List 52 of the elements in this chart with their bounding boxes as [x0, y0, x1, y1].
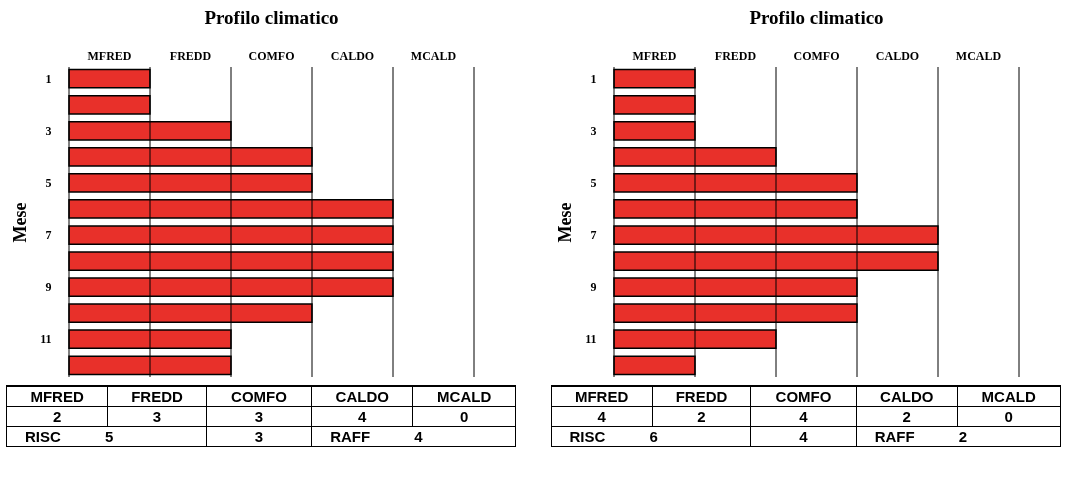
text: MCALD	[412, 386, 516, 407]
y-tick-label: 7	[45, 228, 52, 243]
text: 4	[311, 406, 413, 427]
text: FREDD	[652, 386, 751, 407]
text: RAFF 2	[856, 426, 1060, 447]
y-tick-label: 5	[590, 175, 596, 190]
y-tick-label: 1	[590, 71, 596, 86]
y-tick-label: 1	[45, 71, 52, 86]
text: MFRED	[87, 49, 132, 63]
text: RISC 5	[6, 426, 207, 447]
text: 0	[957, 406, 1060, 427]
y-tick-label: 11	[40, 332, 52, 347]
text: 2	[6, 406, 108, 427]
text: CALDO	[856, 386, 958, 407]
y-tick-label: 9	[45, 280, 52, 295]
text: 3	[107, 406, 207, 427]
text: CALDO	[875, 49, 919, 63]
text: CALDO	[311, 386, 413, 407]
text: MCALD	[957, 386, 1060, 407]
chart-title: Profilo climatico	[204, 7, 339, 28]
y-tick-label: 7	[590, 228, 596, 243]
text: 4	[750, 426, 857, 447]
text: MCALD	[410, 49, 457, 63]
text: COMFO	[750, 386, 857, 407]
text: COMFO	[206, 386, 312, 407]
y-tick-label: 11	[584, 332, 596, 347]
y-axis-title: Mese	[554, 202, 575, 243]
text: 3	[206, 426, 312, 447]
text: 4	[750, 406, 857, 427]
text: FREDD	[714, 49, 756, 63]
text: CALDO	[330, 49, 375, 63]
text: 0	[412, 406, 516, 427]
text: MFRED	[6, 386, 108, 407]
text: MCALD	[955, 49, 1001, 63]
text: 2	[652, 406, 751, 427]
y-axis-title: Mese	[10, 202, 31, 243]
text: COMFO	[248, 49, 295, 63]
text: 2	[856, 406, 958, 427]
y-tick-label: 3	[45, 123, 52, 138]
text: RISC 6	[551, 426, 751, 447]
y-tick-label: 5	[45, 175, 52, 190]
text: 3	[206, 406, 312, 427]
text: 4	[551, 406, 653, 427]
text: RAFF 4	[311, 426, 516, 447]
text: MFRED	[551, 386, 653, 407]
text: FREDD	[169, 49, 212, 63]
text: FREDD	[107, 386, 207, 407]
text: COMFO	[793, 49, 839, 63]
y-tick-label: 3	[590, 123, 596, 138]
y-tick-label: 9	[590, 280, 596, 295]
chart-title: Profilo climatico	[748, 7, 884, 28]
text: MFRED	[632, 49, 677, 63]
